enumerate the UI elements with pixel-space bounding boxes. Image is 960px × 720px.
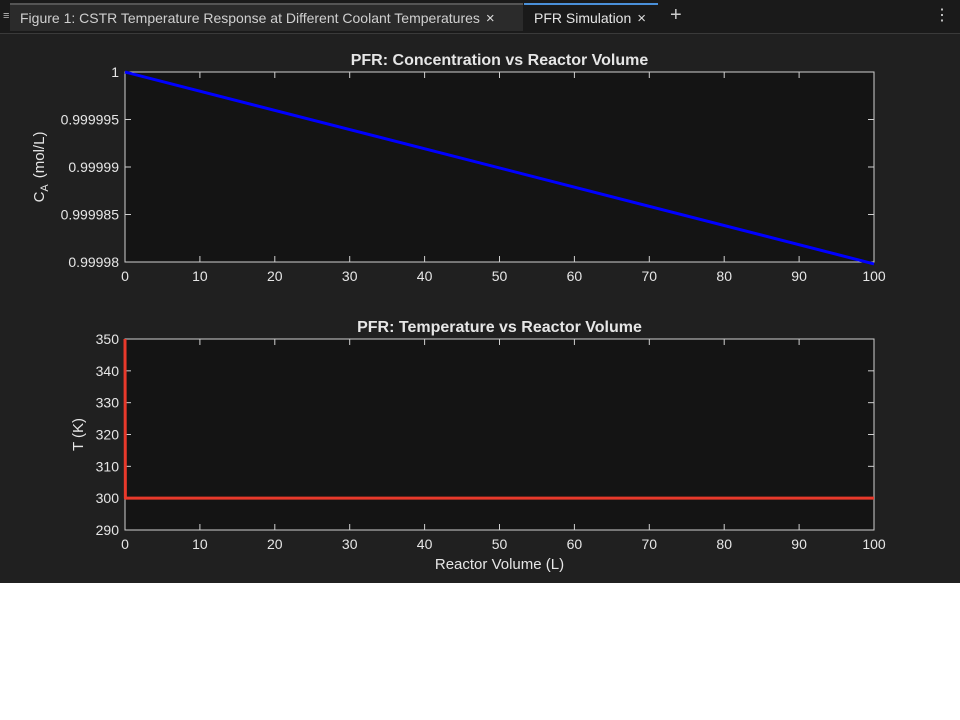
x-tick-label: 80 bbox=[716, 536, 732, 552]
axes-1: 0 10 20 30 40 50 60 70 80 90 100 0.99998 0.999985 0.9… bbox=[31, 52, 886, 284]
y-tick-label: 340 bbox=[96, 363, 120, 379]
x-tick-label: 20 bbox=[267, 536, 283, 552]
x-tick-label: 100 bbox=[862, 268, 886, 284]
x-tick-label: 40 bbox=[417, 536, 433, 552]
y-tick-label: 300 bbox=[96, 490, 120, 506]
y-tick-label: 310 bbox=[96, 458, 120, 474]
chart-title: PFR: Temperature vs Reactor Volume bbox=[357, 319, 642, 336]
y-tick-label: 290 bbox=[96, 522, 120, 538]
y-tick-label: 350 bbox=[96, 331, 120, 347]
tab-label: Figure 1: CSTR Temperature Response at D… bbox=[20, 10, 480, 26]
plot-area bbox=[124, 338, 875, 531]
close-icon[interactable]: × bbox=[637, 9, 647, 27]
x-tick-label: 80 bbox=[716, 268, 732, 284]
x-tick-label: 90 bbox=[791, 268, 807, 284]
figure-canvas: 0 10 20 30 40 50 60 70 80 90 1000.999980.9999850.9… bbox=[31, 52, 886, 573]
y-tick-label: 0.999995 bbox=[61, 112, 120, 128]
x-tick-label: 100 bbox=[862, 536, 886, 552]
series-line bbox=[123, 338, 874, 500]
y-tick-label: 0.99999 bbox=[68, 159, 119, 175]
x-axis-label: Reactor Volume (L) bbox=[435, 556, 564, 573]
x-tick-label: 50 bbox=[492, 536, 508, 552]
tab-figure-1[interactable]: Figure 1: CSTR Temperature Response at D… bbox=[10, 3, 523, 31]
chart-title: PFR: Concentration vs Reactor Volume bbox=[351, 52, 649, 69]
figure-window: ≡ Figure 1: CSTR Temperature Response at… bbox=[0, 0, 960, 583]
y-tick-label: 0.99998 bbox=[68, 254, 119, 270]
series-line bbox=[124, 70, 875, 266]
x-tick-label: 30 bbox=[342, 268, 358, 284]
x-tick-label: 70 bbox=[642, 268, 658, 284]
x-tick-label: 0 bbox=[121, 268, 129, 284]
add-tab-button[interactable]: + bbox=[670, 4, 682, 26]
x-tick-label: 50 bbox=[492, 268, 508, 284]
y-tick-label: 330 bbox=[96, 395, 120, 411]
axes-2: 0 10 20 30 40 50 60 70 80 90 100 290 300 310 320 330 340… bbox=[70, 319, 886, 573]
tab-bar: ≡ Figure 1: CSTR Temperature Response at… bbox=[0, 0, 960, 34]
x-tick-label: 60 bbox=[567, 268, 583, 284]
x-tick-label: 10 bbox=[192, 268, 208, 284]
x-tick-label: 40 bbox=[417, 268, 433, 284]
grip-icon[interactable]: ≡ bbox=[3, 10, 10, 22]
x-tick-label: 60 bbox=[567, 536, 583, 552]
x-tick-label: 20 bbox=[267, 268, 283, 284]
y-tick-label: 1 bbox=[111, 64, 119, 80]
y-tick-label: 0.999985 bbox=[61, 207, 120, 223]
y-axis-label: CA(mol/L) bbox=[31, 132, 51, 203]
y-tick-label: 320 bbox=[96, 427, 120, 443]
x-tick-label: 30 bbox=[342, 536, 358, 552]
more-vertical-icon[interactable]: ⋮ bbox=[934, 7, 950, 24]
close-icon[interactable]: × bbox=[485, 9, 495, 27]
x-tick-label: 90 bbox=[791, 536, 807, 552]
x-tick-label: 70 bbox=[642, 536, 658, 552]
y-axis-label: T (K) bbox=[70, 418, 87, 451]
tab-label: PFR Simulation bbox=[534, 10, 632, 26]
tab-pfr-simulation[interactable]: PFR Simulation × bbox=[524, 3, 658, 31]
x-tick-label: 10 bbox=[192, 536, 208, 552]
x-tick-label: 0 bbox=[121, 536, 129, 552]
